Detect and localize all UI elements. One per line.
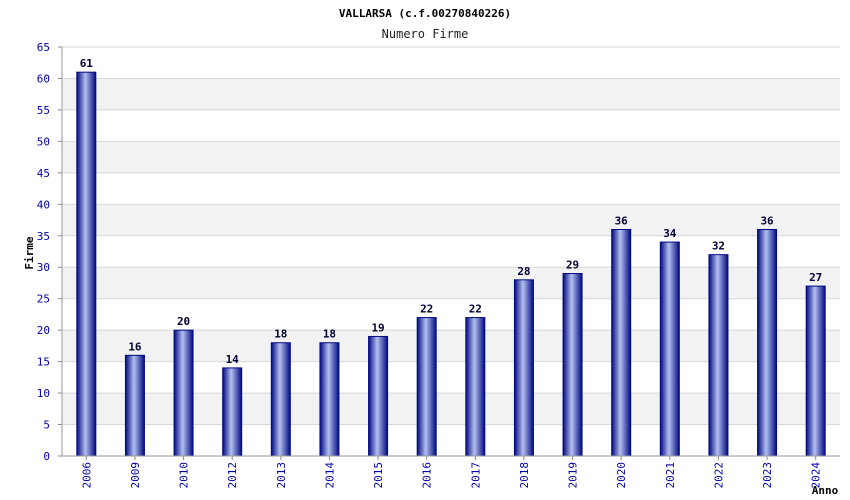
bar-value-label: 22	[420, 303, 433, 316]
y-tick-label: 25	[37, 293, 50, 306]
bar-2019: 29	[562, 259, 583, 457]
bar-value-label: 36	[760, 214, 774, 227]
x-tick-label: 2021	[664, 462, 677, 489]
bar-2018: 28	[513, 265, 534, 457]
bar-2006: 61	[76, 57, 97, 457]
x-tick-label: 2009	[129, 462, 142, 489]
bar-value-label: 22	[469, 303, 482, 316]
x-tick-label: 2017	[469, 462, 482, 489]
bar	[562, 273, 583, 457]
bar	[222, 367, 243, 457]
bar-2024: 27	[805, 271, 826, 457]
y-tick-label: 0	[43, 450, 50, 463]
x-tick-label: 2023	[761, 462, 774, 489]
bar	[270, 342, 291, 457]
bar-2014: 18	[319, 328, 340, 457]
y-tick-label: 10	[37, 387, 50, 400]
bar-value-label: 36	[615, 214, 629, 227]
chart-title: VALLARSA (c.f.00270840226)	[339, 7, 511, 20]
y-tick-label: 65	[37, 41, 50, 54]
bar-2023: 36	[757, 214, 778, 457]
x-tick-label: 2015	[372, 462, 385, 489]
bar	[368, 335, 389, 457]
bar-2012: 14	[222, 353, 243, 457]
chart-subtitle: Numero Firme	[382, 27, 469, 41]
y-tick-label: 30	[37, 261, 50, 274]
x-tick-label: 2016	[421, 462, 434, 489]
bar-value-label: 28	[517, 265, 530, 278]
y-tick-label: 55	[37, 104, 50, 117]
y-axis-label: Firme	[23, 236, 36, 269]
bar	[76, 71, 97, 457]
bar-value-label: 32	[712, 240, 725, 253]
bar-value-label: 19	[371, 321, 384, 334]
y-tick-label: 45	[37, 167, 50, 180]
bar	[124, 354, 145, 457]
bar-value-label: 18	[323, 328, 336, 341]
grid-band	[62, 204, 840, 236]
x-axis-ticks: 2006 2009 2010 2012 2013 2014 2015 2016 2017 2018…	[80, 456, 823, 489]
bar	[611, 228, 632, 457]
x-tick-label: 2006	[80, 462, 93, 489]
bar-value-label: 29	[566, 259, 579, 272]
y-tick-label: 50	[37, 135, 50, 148]
grid-band	[62, 141, 840, 173]
y-tick-label: 35	[37, 230, 50, 243]
y-axis-ticks: 0 5 10 15 20 25 30 35 40 45 50 55 60 65	[37, 41, 62, 463]
bar	[659, 241, 680, 457]
x-tick-label: 2019	[567, 462, 580, 489]
bar-2015: 19	[368, 321, 389, 457]
bar	[416, 317, 437, 457]
x-tick-label: 2012	[226, 462, 239, 489]
bar-value-label: 18	[274, 328, 287, 341]
bar-2021: 34	[659, 227, 680, 457]
bar-2020: 36	[611, 214, 632, 457]
y-tick-label: 15	[37, 356, 50, 369]
bar	[465, 317, 486, 457]
bars: 61 16 20 14 18 18 19 22 22 28 29 36 34 32 36 27	[76, 57, 826, 457]
bar	[513, 279, 534, 457]
bar-value-label: 20	[177, 315, 190, 328]
x-tick-label: 2022	[712, 462, 725, 489]
bar	[319, 342, 340, 457]
bar-2009: 16	[124, 340, 145, 457]
bar-2010: 20	[173, 315, 194, 457]
x-tick-label: 2014	[323, 462, 336, 489]
bar-2022: 32	[708, 240, 729, 457]
bar	[173, 329, 194, 457]
x-tick-label: 2024	[810, 462, 823, 489]
x-tick-label: 2018	[518, 462, 531, 489]
bar-value-label: 61	[80, 57, 94, 70]
bar-value-label: 27	[809, 271, 822, 284]
y-tick-label: 5	[43, 419, 50, 432]
x-tick-label: 2013	[275, 462, 288, 489]
bar-2017: 22	[465, 303, 486, 457]
x-tick-label: 2020	[615, 462, 628, 489]
grid-band	[62, 78, 840, 110]
bar-value-label: 16	[128, 340, 142, 353]
x-axis-label: Anno	[812, 484, 839, 497]
x-tick-label: 2010	[178, 462, 191, 489]
bar	[805, 285, 826, 457]
y-tick-label: 60	[37, 72, 50, 85]
bar-2016: 22	[416, 303, 437, 457]
bar	[757, 228, 778, 457]
y-tick-label: 20	[37, 324, 50, 337]
bar-2013: 18	[270, 328, 291, 457]
y-tick-label: 40	[37, 198, 50, 211]
bar	[708, 254, 729, 457]
bar-value-label: 34	[663, 227, 677, 240]
bar-value-label: 14	[226, 353, 240, 366]
